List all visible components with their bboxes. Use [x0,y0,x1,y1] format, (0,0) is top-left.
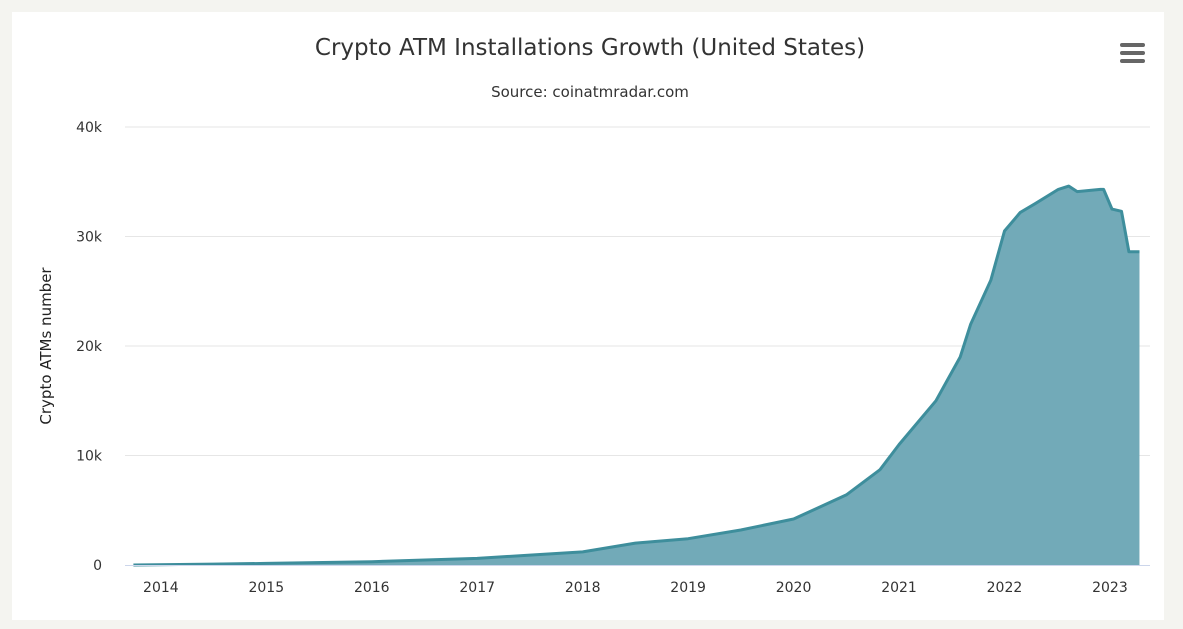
y-tick-label: 40k [76,120,103,136]
y-axis-label: Crypto ATMs number [37,267,55,425]
x-tick-label: 2022 [987,580,1023,596]
x-tick-label: 2016 [354,580,390,596]
x-tick-label: 2019 [670,580,706,596]
series-area [133,186,1140,565]
series-line [133,184,1140,567]
x-tick-label: 2018 [565,580,601,596]
x-tick-label: 2014 [143,580,179,596]
y-tick-label: 20k [76,339,103,355]
x-tick-label: 2023 [1092,580,1128,596]
x-tick-label: 2017 [459,580,495,596]
chart-subtitle: Source: coinatmradar.com [491,83,689,101]
chart-title: Crypto ATM Installations Growth (United … [315,35,865,61]
y-tick-label: 10k [76,449,103,465]
y-tick-label: 0 [93,558,102,574]
hamburger-menu-icon[interactable] [1120,43,1145,63]
x-tick-label: 2021 [881,580,917,596]
x-tick-label: 2020 [776,580,812,596]
y-tick-label: 30k [76,230,103,246]
x-tick-label: 2015 [248,580,284,596]
